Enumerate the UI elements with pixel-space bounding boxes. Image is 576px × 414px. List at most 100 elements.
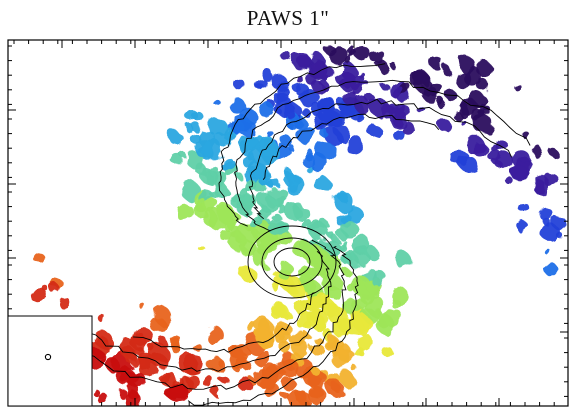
contour-line: [261, 237, 323, 287]
emission-patch: [382, 347, 394, 358]
contour-line: [218, 63, 386, 227]
emission-patch: [92, 389, 100, 397]
emission-patch: [327, 305, 346, 324]
emission-patch: [121, 339, 137, 355]
emission-patch: [105, 358, 120, 372]
emission-patch: [321, 299, 333, 311]
emission-patch: [352, 235, 372, 255]
emission-patch: [287, 389, 308, 406]
emission-patch: [280, 134, 291, 146]
emission-patch: [330, 382, 340, 392]
emission-patch: [339, 105, 349, 114]
emission-patch: [271, 268, 279, 276]
emission-patch: [379, 81, 388, 90]
emission-patch: [351, 51, 359, 59]
emission-patch: [353, 345, 363, 356]
contour-line: [262, 113, 440, 180]
beam-marker-icon: [44, 353, 52, 361]
emission-patch: [395, 252, 412, 269]
contour-line: [133, 292, 315, 353]
emission-patch: [368, 125, 382, 138]
emission-patch: [504, 176, 513, 185]
emission-patch: [126, 371, 136, 381]
emission-patch: [228, 232, 247, 251]
emission-patch: [315, 177, 332, 193]
emission-patch: [494, 160, 502, 168]
emission-patch: [435, 96, 444, 105]
contour-line: [64, 250, 332, 372]
emission-patch: [205, 326, 224, 345]
emission-patch: [269, 176, 278, 185]
emission-patch: [343, 251, 358, 265]
emission-patch: [350, 275, 370, 294]
emission-patch: [487, 148, 501, 162]
contour-line: [46, 239, 347, 390]
emission-patch: [260, 68, 273, 81]
emission-patch: [437, 118, 451, 131]
emission-patch: [264, 370, 278, 384]
emission-patch: [229, 350, 249, 370]
emission-patch: [98, 314, 107, 323]
emission-patch: [383, 308, 403, 327]
emission-patch: [310, 58, 326, 74]
emission-patch: [247, 137, 260, 150]
emission-patch: [454, 71, 472, 89]
emission-patch: [225, 159, 236, 170]
emission-patch: [440, 64, 450, 74]
emission-patch: [290, 331, 308, 348]
emission-patch: [333, 124, 349, 141]
emission-patch: [239, 265, 255, 281]
emission-patch: [366, 284, 381, 299]
emission-patch: [307, 370, 327, 390]
emission-patch: [518, 202, 529, 213]
emission-patch: [277, 262, 295, 281]
contour-line: [247, 225, 337, 299]
emission-patch: [549, 149, 559, 158]
emission-patch: [245, 181, 259, 194]
emission-patch: [271, 212, 281, 222]
emission-patch: [531, 178, 545, 193]
emission-patch: [351, 365, 358, 372]
emission-patch: [30, 287, 48, 304]
emission-patch: [457, 104, 470, 118]
emission-patch: [509, 163, 527, 180]
emission-patch: [202, 210, 218, 226]
emission-patch: [282, 377, 296, 391]
emission-patch: [308, 386, 326, 405]
emission-patch: [254, 317, 271, 333]
emission-patch: [213, 389, 224, 399]
emission-patch: [280, 336, 287, 343]
emission-patch: [337, 230, 347, 240]
emission-patch: [229, 192, 243, 207]
emission-patch: [58, 297, 71, 309]
emission-patch: [538, 206, 553, 221]
emission-patch: [209, 189, 218, 198]
emission-patch: [346, 283, 354, 291]
emission-patch: [295, 311, 314, 330]
emission-patch: [41, 284, 48, 291]
velocity-field: [30, 45, 565, 406]
emission-patch: [273, 193, 286, 206]
emission-patch: [211, 170, 228, 187]
emission-patch: [295, 83, 310, 98]
emission-patch: [278, 86, 290, 98]
emission-patch: [513, 82, 521, 90]
emission-patch: [157, 369, 170, 382]
emission-patch: [184, 359, 201, 375]
emission-patch: [275, 304, 289, 319]
emission-patch: [534, 148, 546, 160]
beam-inset-box: [7, 315, 93, 407]
emission-patch: [339, 371, 355, 386]
emission-patch: [276, 203, 286, 213]
emission-patch: [370, 49, 386, 65]
emission-patch: [472, 141, 487, 157]
emission-patch: [131, 336, 139, 343]
emission-patch: [444, 89, 456, 100]
emission-patch: [476, 78, 489, 91]
emission-patch: [256, 329, 275, 348]
emission-patch: [412, 68, 427, 84]
emission-patch: [264, 382, 280, 399]
emission-patch: [296, 124, 316, 144]
emission-patch: [373, 308, 383, 318]
